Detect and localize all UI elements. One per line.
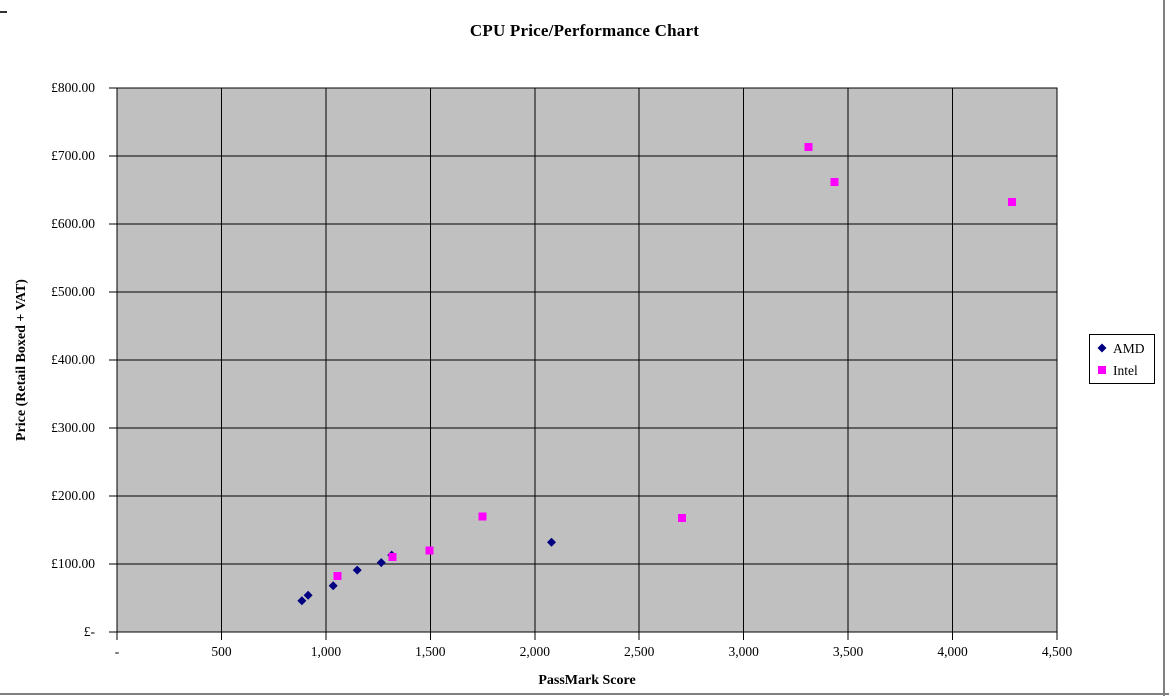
amd-diamond-icon [1097,343,1107,353]
amd-data-point [376,558,386,568]
amd-data-point [546,537,556,547]
x-axis-tick-label: 3,500 [832,644,864,659]
intel-data-point [804,143,813,152]
y-axis-tick-label: £300.00 [51,420,95,435]
x-axis-tick-label: - [114,644,120,659]
intel-data-point [830,177,839,186]
x-axis-title: PassMark Score [538,673,636,688]
y-axis-tick-label: £- [83,624,95,639]
amd-data-point [303,590,313,600]
x-axis-tick-label: 4,500 [1041,644,1073,659]
amd-data-point [297,596,307,606]
x-axis-tick-label: 500 [211,644,232,659]
intel-data-point [333,572,342,581]
legend-label-intel: Intel [1113,362,1138,378]
x-axis-tick-label: 2,000 [519,644,550,659]
legend-item-amd: AMD [1097,341,1154,356]
x-axis-tick-label: 3,000 [728,644,759,659]
y-axis-title: Price (Retail Boxed + VAT) [14,279,29,441]
y-axis-tick-label: £700.00 [51,148,95,163]
intel-data-point [388,553,397,562]
window-edge-bottom [0,693,1169,695]
x-axis-tick-label: 1,500 [415,644,446,659]
y-axis-tick-label: £800.00 [51,80,95,95]
left-edge-artifact [0,11,7,13]
amd-data-point [328,581,338,591]
amd-data-point [352,565,362,575]
y-axis-tick-label: £200.00 [51,488,95,503]
legend: AMD Intel [1089,334,1155,384]
y-axis-tick-label: £100.00 [51,556,95,571]
x-axis-tick-label: 4,000 [937,644,968,659]
intel-data-point [678,513,687,522]
legend-item-intel: Intel [1097,363,1154,378]
intel-data-point [478,512,487,521]
x-axis-tick-label: 1,000 [310,644,342,659]
intel-data-point [1008,198,1017,207]
chart-title: CPU Price/Performance Chart [469,21,700,40]
y-axis-tick-label: £400.00 [51,352,95,367]
legend-label-amd: AMD [1113,340,1145,356]
x-axis-tick-label: 2,500 [624,644,655,659]
y-axis-tick-label: £500.00 [51,284,95,299]
y-axis-tick-label: £600.00 [51,216,95,231]
intel-data-point [425,546,434,555]
window-edge-right [1163,0,1165,696]
intel-square-icon [1098,366,1106,374]
